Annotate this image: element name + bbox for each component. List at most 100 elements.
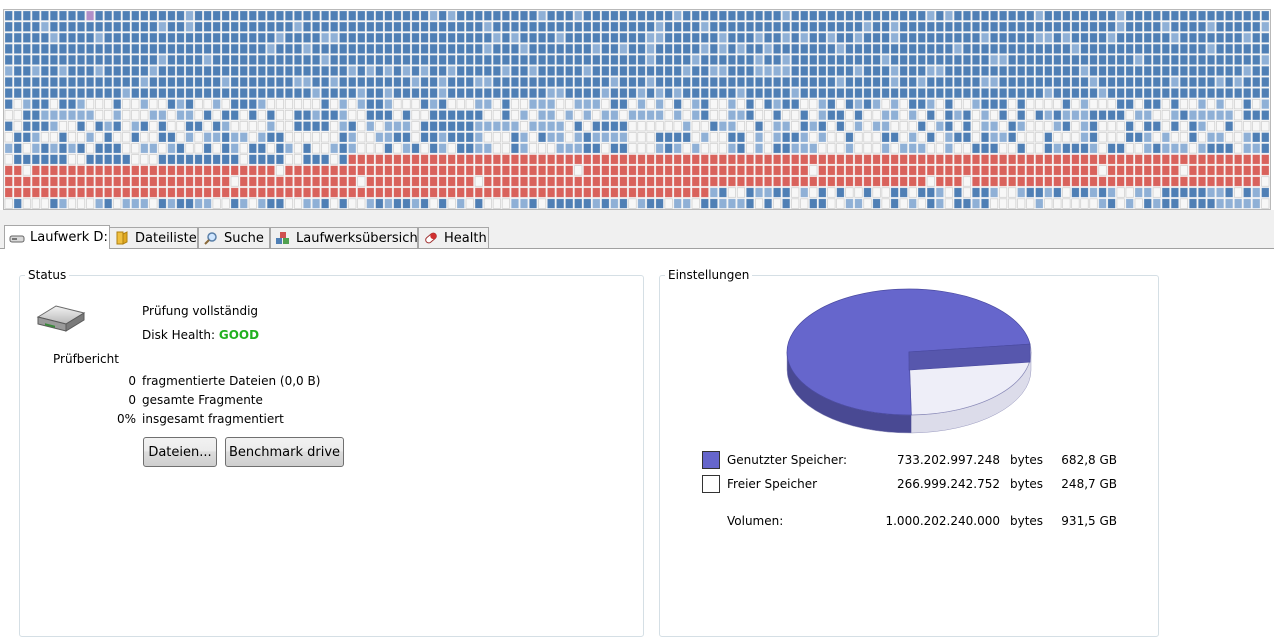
cluster-block [764,65,773,76]
tab-suche[interactable]: Suche [198,227,270,248]
cluster-block [330,143,339,154]
cluster-block [962,121,971,132]
cluster-block [447,21,456,32]
cluster-block [1161,110,1170,121]
cluster-block [565,132,574,143]
cluster-block [239,132,248,143]
cluster-block [257,21,266,32]
cluster-block [1243,154,1252,165]
tab-laufwerksuebersicht[interactable]: Laufwerksübersicht [270,227,423,248]
cluster-block [800,176,809,187]
cluster-block [818,88,827,99]
disk-cluster-map[interactable] [3,9,1271,210]
cluster-block [890,176,899,187]
cluster-block [1252,21,1261,32]
cluster-block [556,65,565,76]
cluster-block [1071,154,1080,165]
cluster-block [104,32,113,43]
benchmark-drive-button[interactable]: Benchmark drive [225,437,344,467]
cluster-block [49,132,58,143]
cluster-block [818,32,827,43]
cluster-block [67,110,77,121]
cluster-block [86,154,95,165]
cluster-block [284,99,293,110]
cluster-block [962,99,971,110]
cluster-block [131,187,140,198]
cluster-block [782,198,791,209]
cluster-block [1116,110,1125,121]
cluster-block [791,198,800,209]
cluster-block [230,154,239,165]
cluster-block [1179,21,1188,32]
cluster-block [592,143,601,154]
tab-laufwerk-d[interactable]: Laufwerk D: [4,225,110,249]
files-button[interactable]: Dateien... [143,437,217,467]
cluster-block [981,121,990,132]
cluster-block [330,21,339,32]
cluster-block [465,165,474,176]
cluster-block [718,21,727,32]
cluster-block [456,143,465,154]
cluster-block [22,10,31,21]
cluster-block [1107,154,1116,165]
cluster-block [293,132,303,143]
cluster-block [547,32,556,43]
cluster-block [800,165,809,176]
check-status-text: Prüfung vollständig [142,304,259,318]
cluster-block [592,154,601,165]
cluster-block [122,32,131,43]
cluster-block [330,154,339,165]
cluster-block [610,21,619,32]
cluster-block [736,32,745,43]
cluster-block [655,77,664,88]
cluster-block [773,88,782,99]
cluster-block [456,198,465,209]
cluster-block [926,99,935,110]
cluster-block [1125,65,1134,76]
cluster-block [592,132,601,143]
cluster-block [1116,43,1125,54]
cluster-block [77,132,86,143]
cluster-block [330,32,339,43]
cluster-block [556,88,565,99]
cluster-block [221,99,230,110]
cluster-block [194,77,203,88]
cluster-block [67,198,77,209]
cluster-block [86,176,95,187]
cluster-block [818,154,827,165]
cluster-block [791,110,800,121]
cluster-block [727,143,736,154]
cluster-block [420,121,429,132]
cluster-block [330,187,339,198]
tab-dateiliste[interactable]: Dateiliste [109,227,198,248]
cluster-block [1017,198,1026,209]
cluster-block [1125,99,1134,110]
cluster-block [1062,198,1071,209]
cluster-block [221,10,230,21]
cluster-block [736,132,745,143]
cluster-block [149,32,158,43]
cluster-block [420,65,429,76]
cluster-block [1161,165,1170,176]
cluster-block [809,77,818,88]
cluster-block [104,110,113,121]
cluster-block [1252,88,1261,99]
cluster-block [420,198,429,209]
cluster-block [176,43,185,54]
cluster-block [1179,154,1188,165]
cluster-block [1053,99,1062,110]
cluster-block [1234,10,1243,21]
cluster-block [1017,176,1026,187]
tab-health[interactable]: Health [418,227,489,248]
cluster-block [411,110,420,121]
cluster-block [330,198,339,209]
cluster-block [990,154,999,165]
cluster-block [1234,88,1243,99]
cluster-block [510,43,519,54]
cluster-block [809,99,818,110]
cluster-block [95,88,104,99]
cluster-block [203,21,212,32]
cluster-block [1143,187,1152,198]
cluster-block [230,110,239,121]
cluster-block [67,43,77,54]
